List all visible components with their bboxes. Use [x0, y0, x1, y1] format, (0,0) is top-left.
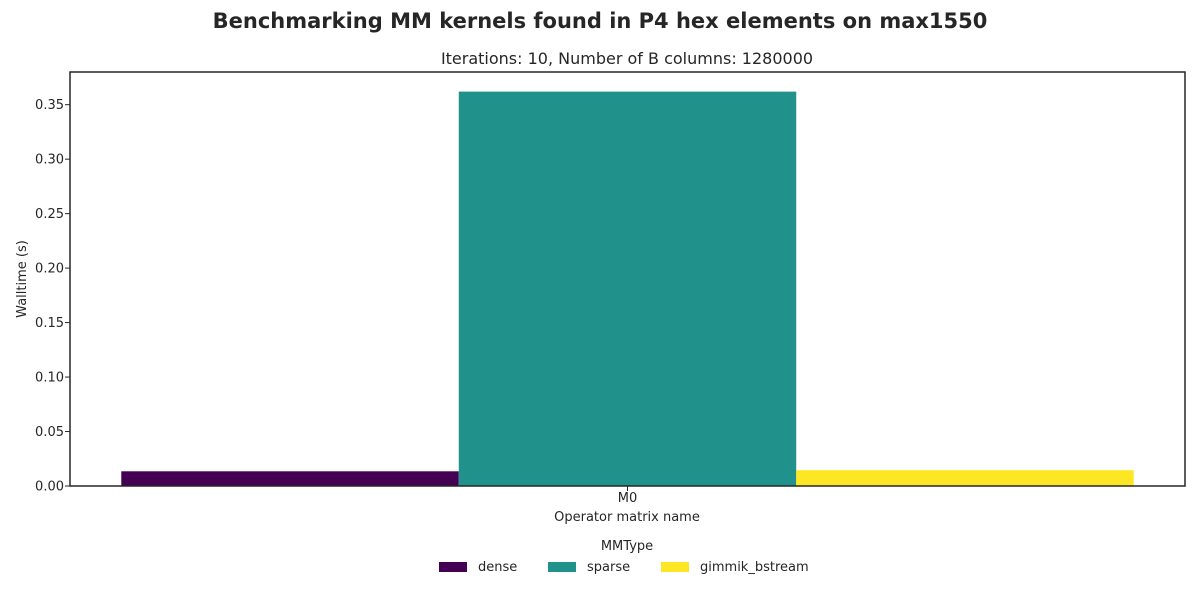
bar-dense-m0: [121, 471, 459, 486]
legend-label-dense: dense: [478, 560, 517, 575]
legend-label-gimmik-bstream: gimmik_bstream: [700, 560, 809, 575]
chart-suptitle: Benchmarking MM kernels found in P4 hex …: [213, 9, 988, 33]
legend-swatch-sparse: [548, 562, 576, 572]
legend-label-sparse: sparse: [587, 560, 630, 575]
plot-frame: [69, 71, 1186, 487]
y-tick-label: 0.35: [35, 98, 64, 113]
x-tick-label: M0: [618, 491, 638, 506]
bars-group: [121, 91, 1134, 486]
legend-items: dense sparse gimmik_bstream: [439, 560, 809, 575]
y-tick-label: 0.10: [35, 371, 64, 386]
x-axis-ticks: M0: [618, 486, 638, 506]
legend-swatch-dense: [439, 562, 467, 572]
y-axis-label: Walltime (s): [15, 240, 30, 318]
y-axis-ticks: 0.00 0.05 0.10 0.15 0.20 0.25 0.30 0.35: [35, 98, 70, 495]
y-tick-label: 0.15: [35, 316, 64, 331]
bar-sparse-m0: [458, 91, 797, 486]
legend: MMType dense sparse gimmik_bstream: [439, 539, 809, 575]
bar-gimmik-bstream-m0: [796, 470, 1134, 486]
y-tick-label: 0.30: [35, 153, 64, 168]
chart-title: Iterations: 10, Number of B columns: 128…: [441, 49, 813, 68]
y-tick-label: 0.00: [35, 480, 64, 495]
x-axis-label: Operator matrix name: [554, 510, 700, 525]
legend-title: MMType: [601, 539, 653, 554]
legend-swatch-gimmik-bstream: [661, 562, 689, 572]
y-tick-label: 0.05: [35, 425, 64, 440]
y-tick-label: 0.25: [35, 207, 64, 222]
y-tick-label: 0.20: [35, 262, 64, 277]
